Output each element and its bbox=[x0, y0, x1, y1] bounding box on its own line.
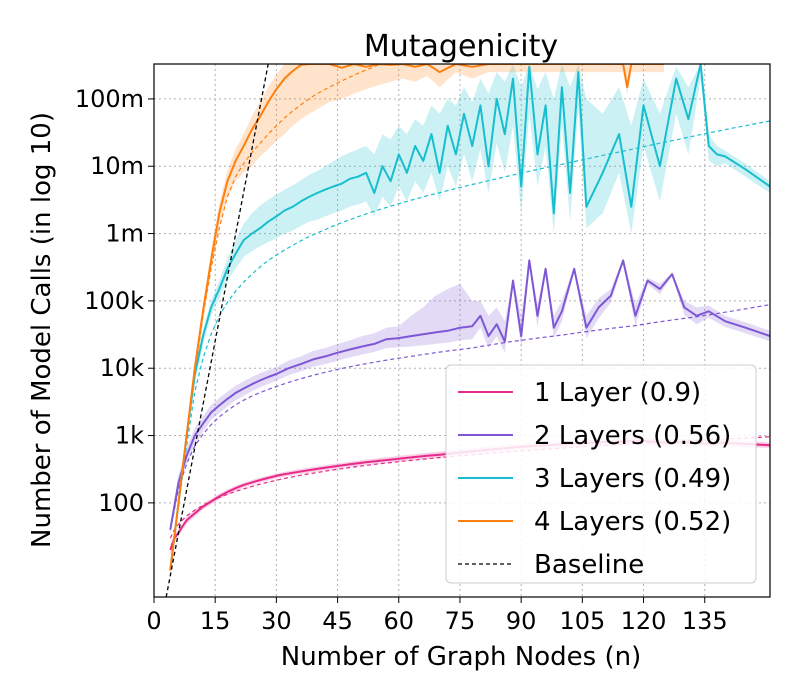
legend-label-4-layers-0-52: 4 Layers (0.52) bbox=[534, 507, 731, 537]
x-axis-label: Number of Graph Nodes (n) bbox=[281, 642, 641, 672]
legend-items: 1 Layer (0.9) 2 Layers (0.56) 3 Layers (0.… bbox=[458, 378, 731, 580]
x-tick-label: 60 bbox=[383, 607, 414, 635]
x-tick-label: 120 bbox=[621, 607, 667, 635]
legend-label-1-layer-0-9: 1 Layer (0.9) bbox=[534, 378, 701, 408]
series-layer bbox=[165, 64, 770, 597]
legend-box bbox=[445, 364, 757, 584]
series-line-4-layers-0-52 bbox=[169, 64, 664, 571]
x-axis-ticks: 0 15 30 45 60 75 90 105 120 135 bbox=[146, 597, 728, 635]
legend-label-2-layers-0-56: 2 Layers (0.56) bbox=[534, 421, 731, 451]
chart-title: Mutagenicity bbox=[364, 29, 558, 64]
series-line-3-layers-0-49 bbox=[169, 64, 770, 571]
y-axis-label: Number of Model Calls (in log 10) bbox=[27, 112, 57, 548]
y-tick-label: 10m bbox=[90, 152, 144, 180]
y-tick-label: 100k bbox=[84, 287, 144, 315]
band-2-layers-0-56 bbox=[170, 258, 770, 535]
x-tick-label: 105 bbox=[559, 607, 605, 635]
x-tick-label: 90 bbox=[506, 607, 537, 635]
fit-line-2-layers-0-56 bbox=[169, 304, 770, 530]
y-axis-ticks: 100 1k 10k 100k 1m 10m 100m bbox=[75, 85, 154, 517]
x-tick-label: 0 bbox=[146, 607, 161, 635]
x-tick-label: 45 bbox=[322, 607, 353, 635]
band-1-layer-0-9 bbox=[170, 437, 770, 555]
x-tick-label: 75 bbox=[445, 607, 476, 635]
plot-frame bbox=[153, 63, 771, 598]
legend-label-3-layers-0-49: 3 Layers (0.49) bbox=[534, 464, 731, 494]
y-tick-label: 10k bbox=[100, 354, 145, 382]
x-tick-label: 30 bbox=[261, 607, 292, 635]
y-tick-label: 100m bbox=[75, 85, 144, 113]
x-tick-label: 135 bbox=[682, 607, 728, 635]
legend: 1 Layer (0.9) 2 Layers (0.56) 3 Layers (0.… bbox=[445, 364, 757, 584]
y-tick-label: 1k bbox=[115, 422, 144, 450]
x-tick-label: 15 bbox=[200, 607, 231, 635]
legend-label-baseline: Baseline bbox=[534, 550, 644, 580]
y-tick-label: 100 bbox=[98, 489, 144, 517]
series-line-2-layers-0-56 bbox=[169, 259, 770, 530]
y-tick-label: 1m bbox=[105, 220, 144, 248]
fit-line-3-layers-0-49 bbox=[169, 120, 770, 571]
